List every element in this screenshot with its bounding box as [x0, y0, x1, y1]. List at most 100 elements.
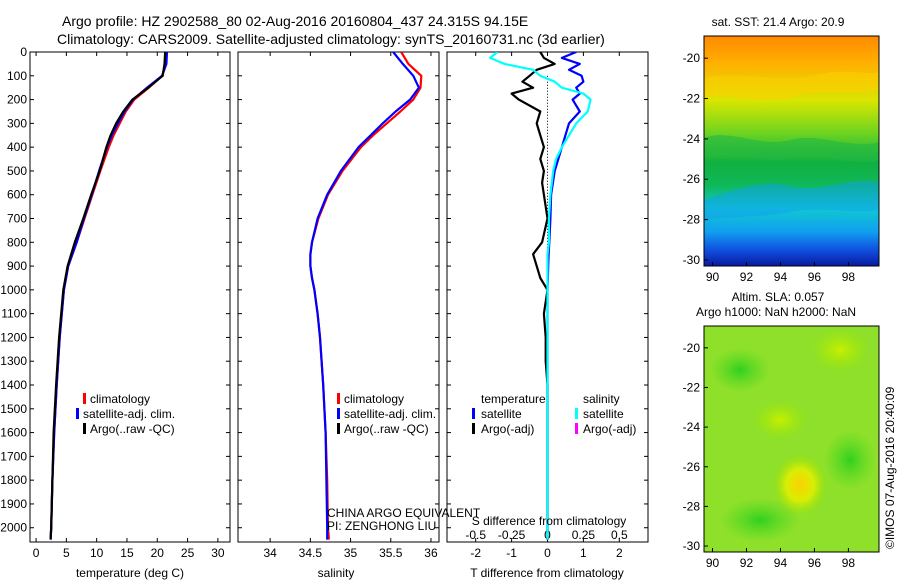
x-tick-label: 36	[424, 546, 438, 560]
difference-legend: temperature salinity satellite Argo(-adj…	[472, 392, 636, 436]
longitude-tick-label: 90	[706, 270, 720, 284]
depth-tick-label: 2000	[0, 521, 27, 535]
latitude-tick-label: -22	[683, 92, 701, 106]
s-difference-axis-label: S difference from climatology	[472, 514, 627, 528]
depth-tick-label: 1600	[0, 426, 27, 440]
x-tick-label: 35.5	[379, 546, 403, 560]
x-tick-label: 30	[211, 546, 225, 560]
x-tick-label: 34.5	[299, 546, 323, 560]
latitude-tick-label: -28	[683, 499, 701, 513]
series-line-climatology	[49, 52, 168, 540]
sla-low-anomaly	[720, 498, 800, 542]
depth-tick-label: 600	[7, 188, 27, 202]
legend-swatch-satellite	[76, 408, 79, 419]
depth-tick-label: 400	[7, 140, 27, 154]
legend-swatch-t-satellite	[472, 408, 475, 419]
depth-tick-label: 1200	[0, 330, 27, 344]
x-tick-label: 5	[63, 546, 70, 560]
legend-title-salinity: salinity	[583, 392, 620, 406]
x-tick-label: 10	[90, 546, 104, 560]
series-line-satellite-adj-clim	[309, 52, 420, 540]
longitude-tick-label: 92	[740, 270, 754, 284]
series-line-t-satellite	[546, 52, 585, 540]
series-line-satellite-adj-clim	[49, 52, 169, 540]
depth-tick-label: 500	[7, 164, 27, 178]
sla-map-frame	[703, 325, 880, 553]
depth-tick-label: 1500	[0, 402, 27, 416]
sst-cool-band	[704, 180, 879, 220]
legend-swatch-s-satellite	[575, 408, 578, 419]
sst-heatmap	[704, 36, 879, 266]
sla-map-title-line1: Altim. SLA: 0.057	[732, 290, 825, 304]
legend-label-climatology: climatology	[90, 392, 150, 406]
t-difference-axis-label: T difference from climatology	[470, 566, 624, 580]
depth-tick-label: 700	[7, 212, 27, 226]
series-line-s-satellite	[489, 52, 592, 540]
latitude-tick-label: -20	[683, 51, 701, 65]
salinity-panel-frame	[237, 51, 440, 543]
legend-swatch-climatology	[337, 393, 340, 404]
latitude-tick-label: -28	[683, 213, 701, 227]
latitude-tick-label: -20	[683, 341, 701, 355]
salinity-series-group	[309, 52, 423, 540]
sst-map-axes: 90 92 94 96 98 -20 -22 -24 -26 -28 -30	[683, 51, 856, 284]
x-tick-label: 0	[544, 546, 551, 560]
legend-swatch-satellite	[337, 408, 340, 419]
x-tick-label: 15	[120, 546, 134, 560]
salinity-legend: climatology satellite-adj. clim. Argo(..…	[337, 392, 436, 436]
longitude-tick-label: 96	[808, 556, 822, 570]
legend-swatch-climatology	[83, 393, 86, 404]
sla-low-anomaly	[824, 430, 876, 490]
s-difference-tick-label: -0.5	[465, 528, 486, 542]
x-tick-label: 35	[344, 546, 358, 560]
longitude-tick-label: 94	[774, 556, 788, 570]
legend-label-s-argo: Argo(-adj)	[583, 422, 636, 436]
salinity-axis-label: salinity	[318, 566, 355, 580]
sst-front-band	[704, 135, 879, 163]
temperature-series-group	[49, 52, 169, 540]
pi-note: PI: ZENGHONG LIU	[327, 519, 436, 533]
legend-swatch-argo	[83, 423, 86, 434]
figure-header-line2: Climatology: CARS2009. Satellite-adjuste…	[57, 31, 605, 47]
latitude-tick-label: -22	[683, 380, 701, 394]
legend-label-argo: Argo(..raw -QC)	[344, 422, 429, 436]
legend-label-t-argo: Argo(-adj)	[481, 422, 534, 436]
latitude-tick-label: -24	[683, 420, 701, 434]
sst-map-frame	[703, 35, 880, 267]
s-difference-tick-label: 0.5	[611, 528, 628, 542]
legend-label-satellite: satellite-adj. clim.	[83, 407, 175, 421]
legend-label-argo: Argo(..raw -QC)	[90, 422, 175, 436]
depth-tick-label: 200	[7, 93, 27, 107]
longitude-tick-label: 96	[808, 270, 822, 284]
series-line-argo-raw-qc	[49, 52, 167, 540]
depth-tick-label: 800	[7, 235, 27, 249]
figure-header-line1: Argo profile: HZ 2902588_80 02-Aug-2016 …	[62, 13, 528, 29]
salinity-x-axis: 34 34.5 35 35.5 36	[263, 52, 438, 560]
x-tick-label: -1	[506, 546, 517, 560]
s-difference-tick-label: -0.25	[498, 528, 526, 542]
latitude-tick-label: -26	[683, 460, 701, 474]
legend-title-temperature: temperature	[481, 392, 546, 406]
depth-tick-label: 1800	[0, 473, 27, 487]
sla-heatmap	[704, 326, 879, 552]
sla-mid-anomaly	[810, 328, 870, 372]
latitude-tick-label: -30	[683, 539, 701, 553]
legend-swatch-t-argo	[472, 423, 475, 434]
temperature-panel-frame	[29, 51, 231, 543]
sla-low-anomaly	[710, 348, 770, 392]
depth-tick-label: 900	[7, 259, 27, 273]
depth-tick-label: 300	[7, 116, 27, 130]
longitude-tick-label: 90	[706, 556, 720, 570]
x-tick-label: 1	[580, 546, 587, 560]
x-tick-label: 25	[181, 546, 195, 560]
sla-mid-anomaly	[752, 400, 808, 440]
sla-map-title-line2: Argo h1000: NaN h2000: NaN	[696, 305, 856, 319]
depth-tick-label: 1700	[0, 449, 27, 463]
latitude-tick-label: -30	[683, 253, 701, 267]
latitude-tick-label: -26	[683, 172, 701, 186]
legend-label-satellite: satellite-adj. clim.	[344, 407, 436, 421]
depth-tick-label: 1100	[1, 307, 27, 321]
depth-tick-label: 1900	[0, 497, 27, 511]
depth-tick-label: 100	[7, 69, 27, 83]
